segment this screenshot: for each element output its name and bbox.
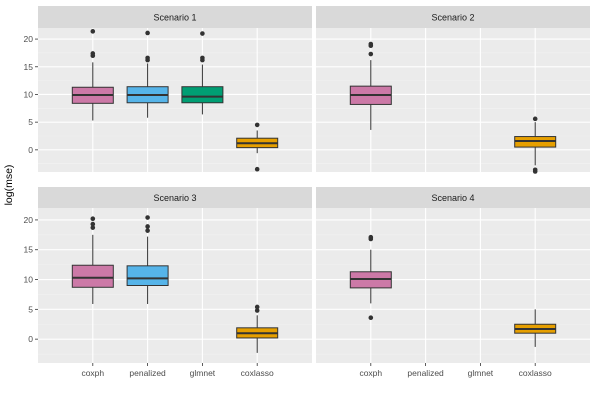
plot-layer: Scenario 1 0 5 10 15 20 Scenario 2 Scenario 3 0 5… [24,6,590,378]
outlier-point [145,55,150,61]
outlier-point [145,224,150,229]
outlier-point [368,41,374,47]
boxplot-scenario-1-penalized [126,30,169,118]
outlier-point [254,122,260,128]
y-tick-label: 15 [24,62,34,72]
x-tick-label-coxlasso: coxlasso [241,368,274,378]
boxplot-scenario-1-coxph [71,29,114,121]
outlier-point [90,51,96,56]
box-iqr [181,86,224,104]
outlier-point [145,30,150,36]
y-tick-label: 15 [24,245,34,255]
strip-scenario-1 [38,6,312,28]
outlier-point [254,308,260,313]
y-tick-label: 10 [24,275,34,285]
outlier-point [532,116,538,122]
outlier-point [90,225,96,230]
y-tick-label: 20 [24,215,34,225]
outlier-point [145,215,150,220]
outlier-point [368,234,374,240]
y-tick-label: 5 [28,117,33,127]
strip-scenario-4 [316,187,590,208]
outlier-point [368,315,374,320]
strip-title-scenario-3: Scenario 3 [153,193,196,203]
outlier-point [200,31,205,36]
boxplot-scenario-4-coxph [349,234,392,320]
strip-scenario-2 [316,6,590,28]
strip-title-scenario-2: Scenario 2 [431,12,474,22]
x-tick-label-glmnet: glmnet [468,368,494,378]
outlier-point [254,166,260,172]
outlier-point [368,51,374,57]
boxplot-scenario-3-coxph [71,216,114,304]
x-tick-label-penalized: penalized [407,368,444,378]
x-tick-label-coxph: coxph [81,368,104,378]
box-iqr [126,265,169,287]
strip-scenario-3 [38,187,312,208]
boxplot-scenario-3-penalized [126,215,169,304]
outlier-point [532,169,538,174]
outlier-point [90,221,96,227]
x-tick-label-coxph: coxph [359,368,382,378]
x-tick-label-penalized: penalized [129,368,166,378]
strip-title-scenario-4: Scenario 4 [431,193,474,203]
box-iqr [71,264,114,288]
y-tick-label: 20 [24,34,34,44]
x-tick-label-coxlasso: coxlasso [519,368,552,378]
boxplot-scenario-1-glmnet [181,31,224,115]
outlier-point [200,55,205,61]
y-tick-label: 5 [28,304,33,314]
boxplot-scenario-3-coxlasso [236,304,279,353]
y-tick-label: 10 [24,89,34,99]
y-axis-title: log(mse) [3,165,15,206]
boxplot-scenario-2-coxlasso [514,116,557,174]
strip-title-scenario-1: Scenario 1 [153,12,196,22]
x-tick-label-glmnet: glmnet [190,368,216,378]
y-tick-label: 0 [28,145,33,155]
outlier-point [90,29,96,34]
boxplot-scenario-4-coxlasso [514,309,557,347]
boxplot-scenario-2-coxph [349,41,392,130]
outlier-point [145,228,150,233]
boxplot-scenario-1-coxlasso [236,122,279,172]
outlier-point [254,304,260,310]
outlier-point [90,216,96,222]
y-tick-label: 0 [28,334,33,344]
